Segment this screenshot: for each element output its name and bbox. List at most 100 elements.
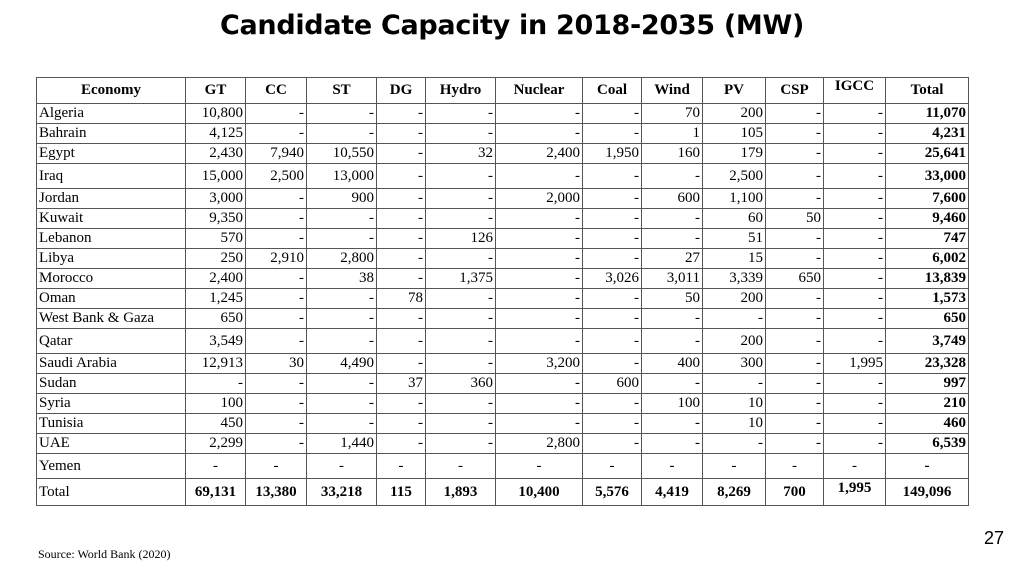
capacity-cell: - (376, 163, 426, 189)
capacity-cell: 2,400 (495, 143, 583, 164)
capacity-cell: 570 (185, 228, 246, 249)
capacity-cell: - (245, 413, 307, 434)
capacity-cell: 1,440 (306, 433, 377, 454)
capacity-cell: - (495, 453, 583, 479)
capacity-cell: 105 (702, 123, 766, 144)
capacity-cell: 179 (702, 143, 766, 164)
capacity-cell: - (495, 163, 583, 189)
capacity-cell: - (641, 433, 703, 454)
capacity-cell: - (245, 228, 307, 249)
economy-cell: Yemen (36, 453, 186, 479)
capacity-cell: - (306, 453, 377, 479)
capacity-cell: 2,500 (245, 163, 307, 189)
capacity-cell: - (765, 188, 824, 209)
capacity-cell: - (495, 248, 583, 269)
capacity-cell: - (245, 288, 307, 309)
capacity-cell: - (702, 453, 766, 479)
capacity-cell: 1 (641, 123, 703, 144)
capacity-cell: - (582, 393, 642, 414)
row-total-cell: 1,573 (885, 288, 969, 309)
column-total-cell: 10,400 (495, 478, 583, 506)
capacity-cell: - (823, 328, 886, 354)
capacity-cell: 78 (376, 288, 426, 309)
table-row: Yemen - - - - - - - - - - - - (36, 453, 969, 479)
capacity-cell: - (306, 393, 377, 414)
capacity-cell: - (702, 433, 766, 454)
capacity-cell: - (765, 373, 824, 394)
capacity-cell: 2,299 (185, 433, 246, 454)
row-total-cell: 13,839 (885, 268, 969, 289)
capacity-cell: - (641, 453, 703, 479)
capacity-cell: - (306, 123, 377, 144)
capacity-cell: 300 (702, 353, 766, 374)
capacity-cell: - (823, 163, 886, 189)
capacity-cell: - (582, 208, 642, 229)
capacity-cell: 10 (702, 413, 766, 434)
capacity-cell: - (425, 208, 496, 229)
capacity-cell: - (823, 413, 886, 434)
row-total-cell: 9,460 (885, 208, 969, 229)
source-note: Source: World Bank (2020) (38, 547, 171, 561)
column-total-cell: 69,131 (185, 478, 246, 506)
capacity-cell: - (765, 123, 824, 144)
capacity-cell: - (185, 373, 246, 394)
capacity-cell: - (245, 188, 307, 209)
capacity-cell: 200 (702, 288, 766, 309)
table-row: Libya 250 2,910 2,800- - - -27 15- -6,002 (36, 248, 969, 269)
col-header-hydro: Hydro (425, 77, 496, 104)
column-total-cell: 4,419 (641, 478, 703, 506)
capacity-cell: - (495, 328, 583, 354)
capacity-cell: - (245, 208, 307, 229)
table-row: Kuwait 9,350- - - - - - -60 50-9,460 (36, 208, 969, 229)
capacity-cell: - (425, 103, 496, 124)
column-total-cell: 115 (376, 478, 426, 506)
page-number: 27 (983, 528, 1004, 548)
row-total-cell: 3,749 (885, 328, 969, 354)
capacity-cell: - (765, 288, 824, 309)
capacity-cell: - (641, 373, 703, 394)
economy-cell: Kuwait (36, 208, 186, 229)
capacity-cell: - (823, 188, 886, 209)
capacity-cell: - (582, 163, 642, 189)
capacity-cell: 9,350 (185, 208, 246, 229)
col-header-csp: CSP (765, 77, 824, 104)
row-total-cell: 6,002 (885, 248, 969, 269)
row-total-cell: 210 (885, 393, 969, 414)
row-total-cell: 25,641 (885, 143, 969, 164)
capacity-cell: 50 (641, 288, 703, 309)
capacity-cell: - (765, 413, 824, 434)
capacity-cell: 1,375 (425, 268, 496, 289)
table-row: Sudan - - -37 360-600- - - -997 (36, 373, 969, 394)
capacity-cell: - (425, 308, 496, 329)
table-row: Oman 1,245- -78- - -50 200- -1,573 (36, 288, 969, 309)
row-total-cell: 7,600 (885, 188, 969, 209)
total-row: Total 69,131 13,380 33,218 115 1,893 10,400 5,5… (36, 478, 969, 506)
economy-cell: Saudi Arabia (36, 353, 186, 374)
column-total-cell: 1,995 (823, 478, 886, 506)
capacity-cell: - (765, 433, 824, 454)
col-header-dg: DG (376, 77, 426, 104)
capacity-cell: - (582, 248, 642, 269)
capacity-cell: 70 (641, 103, 703, 124)
column-total-cell: 1,893 (425, 478, 496, 506)
table-row: Lebanon 570- - -126- - -51- -747 (36, 228, 969, 249)
capacity-cell: - (306, 308, 377, 329)
capacity-cell: - (641, 413, 703, 434)
capacity-cell: 100 (185, 393, 246, 414)
capacity-cell: - (765, 353, 824, 374)
capacity-cell: - (376, 143, 426, 164)
capacity-cell: 2,800 (306, 248, 377, 269)
capacity-cell: - (376, 188, 426, 209)
capacity-cell: 2,000 (495, 188, 583, 209)
capacity-cell: - (582, 288, 642, 309)
capacity-cell: - (765, 143, 824, 164)
capacity-cell: 3,549 (185, 328, 246, 354)
slide-title: Candidate Capacity in 2018-2035 (MW) (219, 10, 805, 41)
capacity-cell: - (495, 208, 583, 229)
column-total-cell: 700 (765, 478, 824, 506)
capacity-cell: 38 (306, 268, 377, 289)
capacity-cell: 250 (185, 248, 246, 269)
capacity-cell: 600 (641, 188, 703, 209)
capacity-cell: - (376, 123, 426, 144)
capacity-cell: - (823, 288, 886, 309)
